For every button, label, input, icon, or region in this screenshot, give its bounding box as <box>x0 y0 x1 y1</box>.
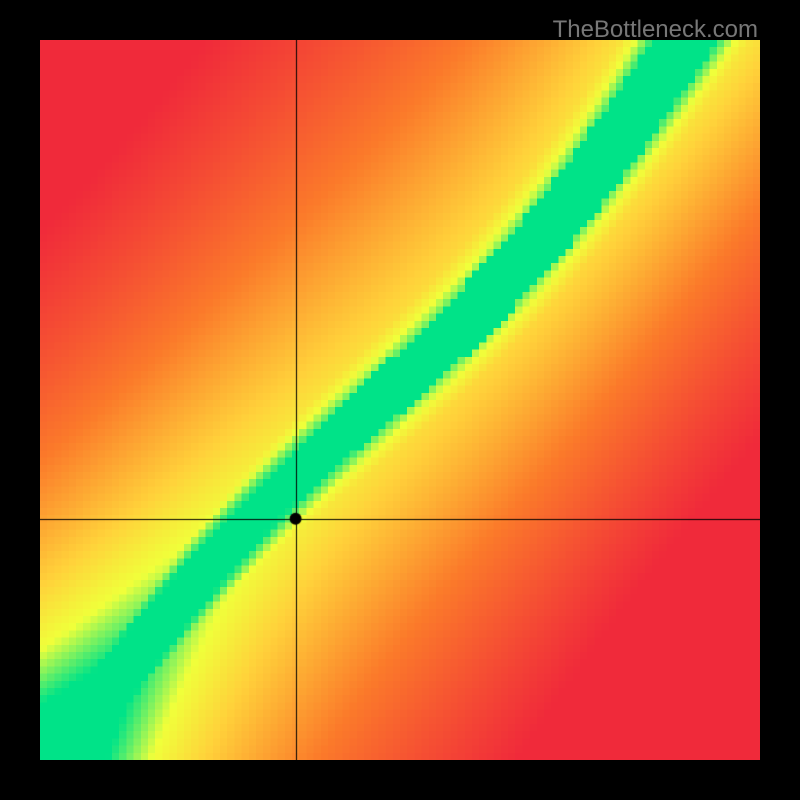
watermark-text: TheBottleneck.com <box>553 16 758 44</box>
chart-container: TheBottleneck.com <box>0 0 800 800</box>
bottleneck-heatmap <box>40 40 760 760</box>
